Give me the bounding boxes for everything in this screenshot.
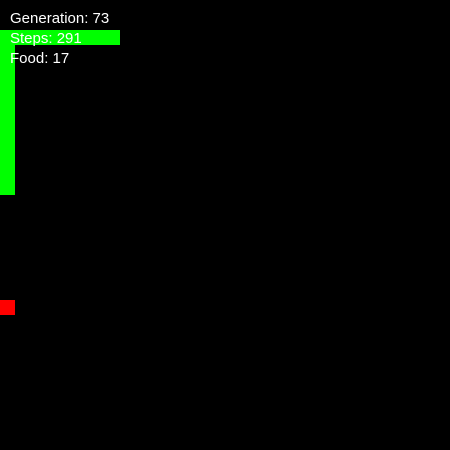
food-counter: Food: 17 [10, 50, 70, 67]
snake-segment [0, 45, 15, 60]
snake-segment [0, 120, 15, 135]
snake-segment [0, 150, 15, 165]
snake-segment [0, 30, 15, 45]
snake-segment [30, 30, 45, 45]
generation-counter: Generation: 73 [10, 10, 110, 27]
snake-segment [0, 165, 15, 180]
snake-head [105, 30, 120, 45]
food-pellet [0, 300, 15, 315]
snake-segment [0, 75, 15, 90]
snake-segment [0, 60, 15, 75]
snake-segment [0, 135, 15, 150]
snake-segment [0, 105, 15, 120]
snake-segment [0, 90, 15, 105]
snake-segment [75, 30, 90, 45]
snake-segment [90, 30, 105, 45]
snake-segment [60, 30, 75, 45]
snake-segment [0, 180, 15, 195]
steps-counter: Steps: 291 [10, 30, 82, 47]
snake-segment [45, 30, 60, 45]
snake-segment [15, 30, 30, 45]
